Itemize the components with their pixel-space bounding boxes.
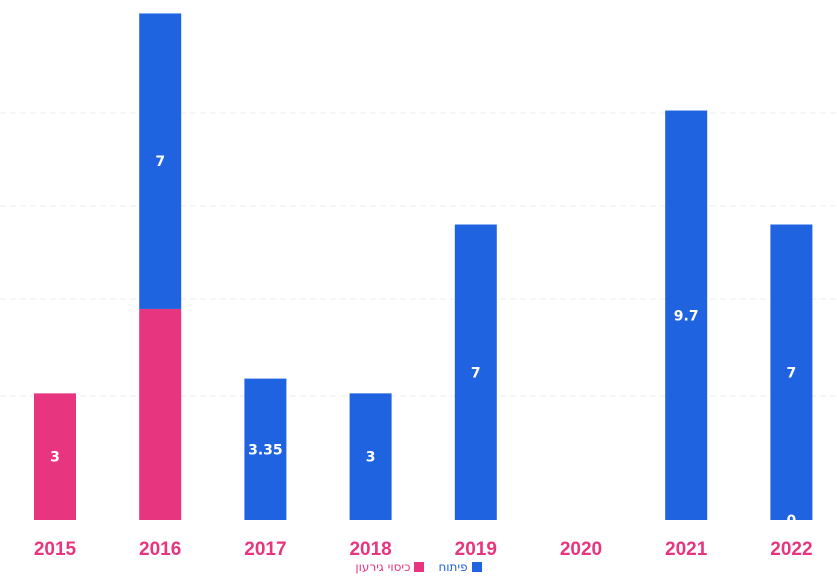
category-label-2021: 2021: [665, 539, 708, 560]
bar-2017-series-1[interactable]: [244, 378, 287, 520]
legend-label-development: פיתוח: [438, 560, 468, 574]
bar-2022-series-1[interactable]: [770, 224, 813, 521]
value-label-2022-series-1: 7: [787, 365, 797, 381]
category-label-2022: 2022: [770, 539, 812, 560]
legend-item-development[interactable]: פיתוח: [438, 560, 482, 574]
category-label-2018: 2018: [349, 539, 391, 560]
value-label-2015-series-0: 3: [50, 450, 60, 466]
legend-label-deficit: כיסוי גירעון: [355, 560, 411, 574]
value-label-2018-series-1: 3: [366, 450, 376, 466]
bar-2021-series-1[interactable]: [665, 110, 708, 521]
value-label-2019-series-1: 7: [471, 365, 481, 381]
legend-swatch-development: [471, 562, 482, 572]
legend-swatch-deficit: [414, 562, 425, 572]
bar-2018-series-1[interactable]: [349, 393, 392, 520]
category-label-2017: 2017: [244, 539, 286, 560]
bar-2016-series-1[interactable]: [139, 13, 182, 309]
value-label-2017-series-1: 3.35: [248, 442, 283, 458]
bar-2015-series-0[interactable]: [34, 393, 76, 520]
bar-2016-series-0[interactable]: [139, 308, 182, 520]
legend: פיתוח כיסוי גירעון: [0, 558, 837, 576]
category-labels: 2015 2016 2017 2018 2019 2020 2021 2022: [34, 539, 813, 560]
value-label-2016-series-1: 7: [155, 154, 165, 170]
category-label-2019: 2019: [455, 539, 497, 560]
bars: [34, 13, 813, 521]
value-label-2022-extra: 0: [787, 513, 797, 529]
bar-2019-series-1[interactable]: [454, 224, 497, 521]
legend-item-deficit[interactable]: כיסוי גירעון: [355, 560, 425, 574]
value-labels: 3 7 3.35 3 7 9.7 7 0: [50, 154, 796, 529]
category-label-2016: 2016: [139, 539, 181, 560]
grid-lines: [0, 112, 837, 397]
value-label-2021-series-1: 9.7: [674, 308, 699, 324]
category-label-2015: 2015: [34, 539, 77, 560]
category-label-2020: 2020: [560, 539, 602, 560]
